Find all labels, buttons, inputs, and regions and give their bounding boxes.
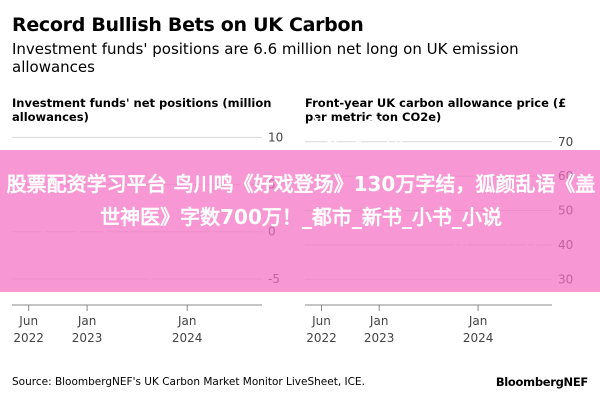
source-note: Source: BloombergNEF's UK Carbon Market … [12,376,365,388]
y-tick-label-1-0: 70 [558,135,573,149]
spam-overlay-banner: 股票配资学习平台 鸟川鸣《好戏登场》130万字结，狐颜乱语《盖世神医》字数700… [0,150,600,292]
left-panel-title: Investment funds' net positions (million… [12,96,272,124]
brand-logo: BloombergNEF [495,375,588,389]
x-tick-label-0-0: Jun [18,314,38,328]
x-tick-year-1-0: 2022 [306,331,337,345]
overlay-text: 股票配资学习平台 鸟川鸣《好戏登场》130万字结，狐颜乱语《盖世神医》字数700… [6,172,596,229]
right-panel-title: Front-year UK carbon allowance price (£ … [305,96,567,124]
x-tick-label-1-0: Jun [311,314,331,328]
x-tick-label-0-2: Jan [177,314,197,328]
x-tick-year-0-0: 2022 [13,331,44,345]
x-tick-year-1-2: 2024 [463,331,494,345]
x-tick-label-1-2: Jan [468,314,488,328]
x-tick-year-0-1: 2023 [72,331,103,345]
x-tick-year-0-2: 2024 [172,331,203,345]
x-tick-label-0-1: Jan [77,314,97,328]
chart-subheadline: Investment funds' positions are 6.6 mill… [12,40,519,76]
x-tick-year-1-1: 2023 [364,331,395,345]
x-tick-label-1-1: Jan [369,314,389,328]
y-tick-label-0-0: 10 [268,130,283,144]
chart-headline: Record Bullish Bets on UK Carbon [12,14,364,36]
